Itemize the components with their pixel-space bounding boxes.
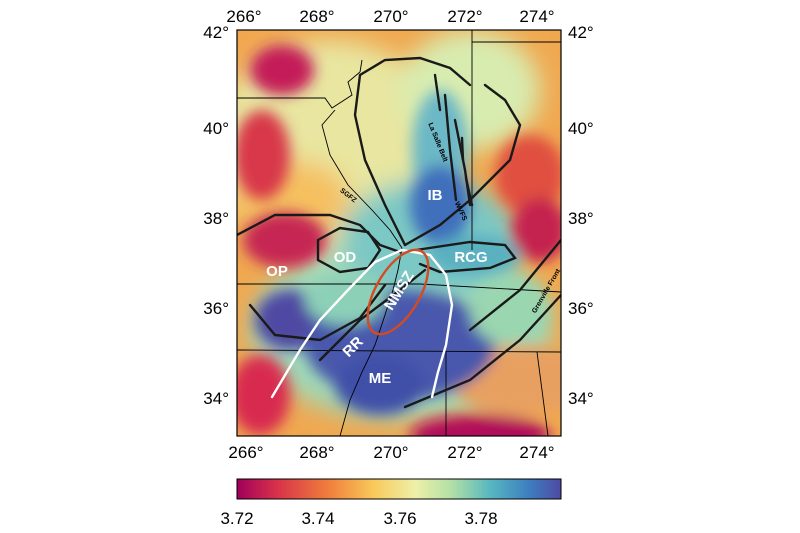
y-tick-right-38: 38° xyxy=(568,209,594,228)
velocity-field xyxy=(210,30,590,455)
x-tick-top-266: 266° xyxy=(226,7,261,26)
y-tick-right-34: 34° xyxy=(568,389,594,408)
y-tick-left-38: 38° xyxy=(203,209,229,228)
x-tick-bottom-274: 274° xyxy=(519,443,554,462)
colorbar-tick-3-76: 3.76 xyxy=(383,509,416,528)
y-tick-right-42: 42° xyxy=(568,23,594,42)
x-tick-bottom-268: 268° xyxy=(299,443,334,462)
x-tick-bottom-270: 270° xyxy=(373,443,408,462)
x-tick-top-274: 274° xyxy=(519,7,554,26)
colorbar-gradient xyxy=(237,479,561,499)
y-tick-left-40: 40° xyxy=(203,119,229,138)
region-label-ib: IB xyxy=(428,187,443,204)
colorbar-tick-3-74: 3.74 xyxy=(301,509,334,528)
y-tick-left-36: 36° xyxy=(203,299,229,318)
region-label-od: OD xyxy=(334,249,357,266)
x-tick-bottom-272: 272° xyxy=(447,443,482,462)
colorbar-tick-3-72: 3.72 xyxy=(220,509,253,528)
region-label-rcg: RCG xyxy=(454,249,487,266)
y-tick-left-34: 34° xyxy=(203,389,229,408)
y-tick-right-40: 40° xyxy=(568,119,594,138)
y-tick-left-42: 42° xyxy=(203,23,229,42)
y-tick-right-36: 36° xyxy=(568,299,594,318)
region-label-me: ME xyxy=(369,370,392,387)
x-tick-top-268: 268° xyxy=(299,7,334,26)
colorbar: 3.72 3.74 3.76 3.78 xyxy=(220,479,561,528)
x-tick-bottom-266: 266° xyxy=(228,443,263,462)
x-tick-top-270: 270° xyxy=(373,7,408,26)
region-label-op: OP xyxy=(266,263,288,280)
colorbar-tick-3-78: 3.78 xyxy=(464,509,497,528)
x-tick-top-272: 272° xyxy=(447,7,482,26)
